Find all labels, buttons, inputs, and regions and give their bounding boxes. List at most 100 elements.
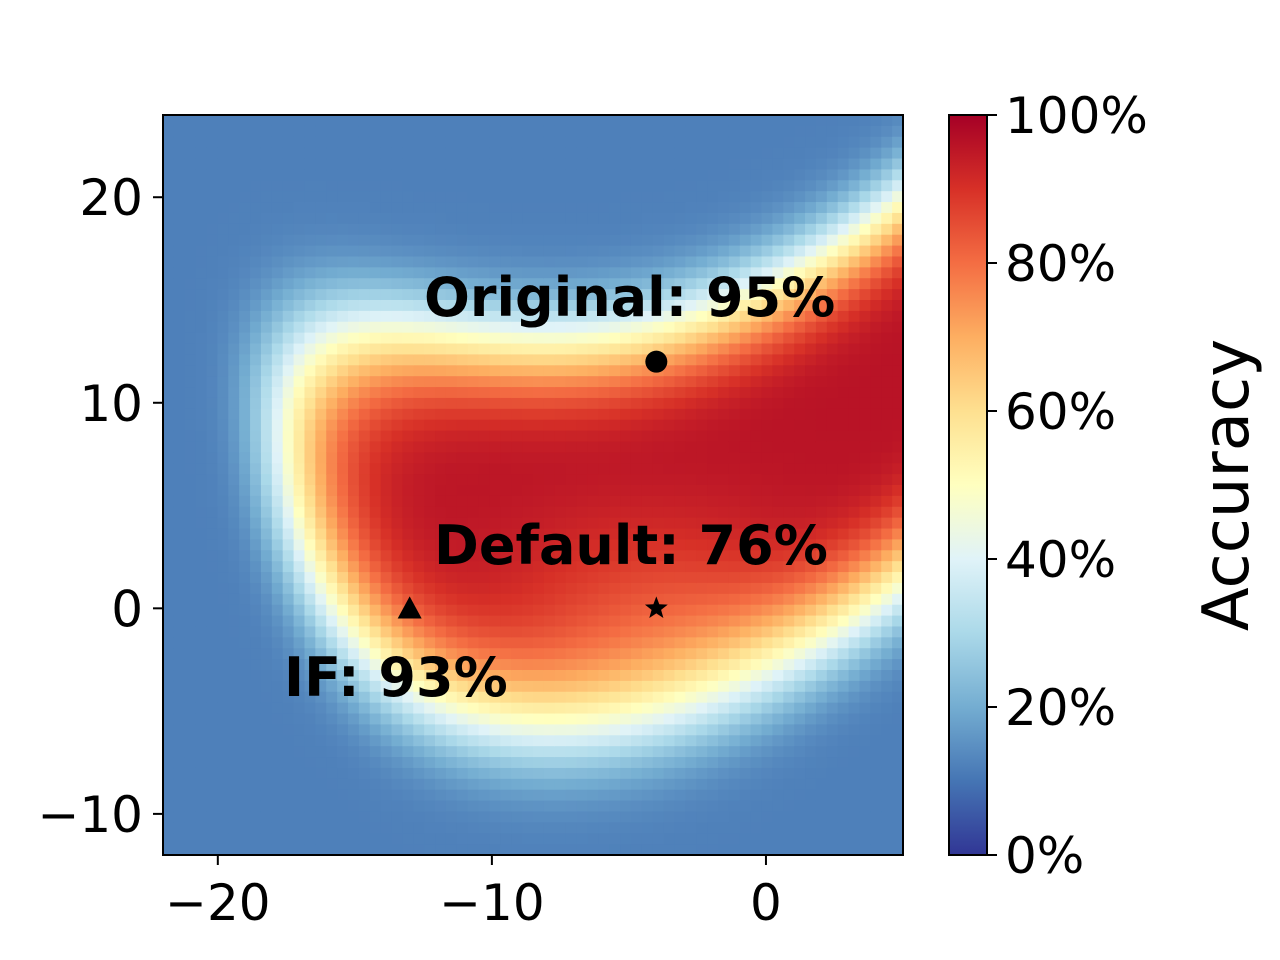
heatmap-cell bbox=[750, 593, 763, 606]
heatmap-cell bbox=[565, 212, 578, 225]
heatmap-cell bbox=[456, 430, 469, 443]
heatmap-cell bbox=[620, 735, 632, 747]
heatmap-cell bbox=[543, 321, 556, 334]
heatmap-cell bbox=[587, 115, 599, 127]
heatmap-cell bbox=[348, 822, 360, 834]
heatmap-cell bbox=[859, 767, 871, 780]
heatmap-cell bbox=[402, 811, 414, 823]
heatmap-cell bbox=[380, 800, 393, 813]
heatmap-cell bbox=[609, 169, 621, 181]
heatmap-cell bbox=[413, 376, 425, 388]
heatmap-cell bbox=[413, 321, 425, 334]
heatmap-cell bbox=[206, 833, 219, 845]
heatmap-cell bbox=[685, 691, 697, 704]
heatmap-cell bbox=[772, 680, 784, 693]
heatmap-cell bbox=[837, 822, 850, 834]
heatmap-cell bbox=[511, 223, 523, 236]
heatmap-cell bbox=[620, 485, 632, 497]
heatmap-cell bbox=[794, 593, 806, 606]
heatmap-cell bbox=[358, 713, 371, 726]
heatmap-cell bbox=[772, 245, 784, 258]
heatmap-cell bbox=[870, 582, 882, 595]
heatmap-cell bbox=[293, 670, 306, 682]
heatmap-cell bbox=[609, 245, 621, 258]
marker-default bbox=[644, 596, 668, 619]
heatmap-cell bbox=[576, 136, 589, 149]
heatmap-cell bbox=[337, 289, 349, 301]
heatmap-cell bbox=[315, 212, 327, 225]
heatmap-cell bbox=[369, 463, 382, 475]
heatmap-cell bbox=[500, 604, 512, 617]
heatmap-cell bbox=[195, 757, 208, 769]
heatmap-cell bbox=[576, 169, 589, 181]
heatmap-cell bbox=[696, 147, 708, 160]
heatmap-cell bbox=[326, 517, 338, 530]
heatmap-cell bbox=[184, 757, 197, 769]
heatmap-cell bbox=[271, 680, 284, 693]
heatmap-cell bbox=[369, 289, 382, 301]
heatmap-cell bbox=[293, 354, 306, 366]
heatmap-cell bbox=[630, 245, 643, 258]
heatmap-cell bbox=[576, 223, 589, 236]
heatmap-cell bbox=[609, 680, 621, 693]
heatmap-cell bbox=[576, 147, 589, 160]
heatmap-cell bbox=[402, 387, 414, 399]
heatmap-cell bbox=[445, 169, 458, 181]
heatmap-cell bbox=[761, 778, 774, 791]
heatmap-cell bbox=[609, 778, 621, 791]
heatmap-cell bbox=[380, 234, 393, 247]
heatmap-cell bbox=[271, 354, 284, 366]
heatmap-cell bbox=[435, 376, 447, 388]
heatmap-cell bbox=[413, 125, 425, 138]
heatmap-cell bbox=[848, 615, 861, 628]
heatmap-cell bbox=[848, 637, 861, 649]
heatmap-cell bbox=[848, 670, 861, 682]
heatmap-cell bbox=[772, 582, 784, 595]
heatmap-cell bbox=[685, 376, 697, 388]
heatmap-cell bbox=[641, 180, 654, 192]
heatmap-cell bbox=[522, 572, 534, 584]
heatmap-cell bbox=[783, 724, 795, 736]
heatmap-cell bbox=[837, 746, 850, 758]
heatmap-cell bbox=[511, 430, 523, 443]
heatmap-cell bbox=[837, 659, 850, 671]
heatmap-cell bbox=[326, 702, 338, 715]
heatmap-cell bbox=[304, 321, 316, 334]
heatmap-cell bbox=[478, 713, 491, 726]
heatmap-cell bbox=[184, 245, 197, 258]
heatmap-cell bbox=[718, 485, 730, 497]
heatmap-cell bbox=[217, 800, 229, 813]
heatmap-cell bbox=[652, 833, 665, 845]
heatmap-cell bbox=[565, 833, 578, 845]
heatmap-cell bbox=[369, 767, 382, 780]
heatmap-cell bbox=[369, 474, 382, 486]
heatmap-cell bbox=[163, 125, 175, 138]
heatmap-cell bbox=[805, 397, 817, 410]
heatmap-cell bbox=[478, 615, 491, 628]
heatmap-cell bbox=[533, 321, 545, 334]
heatmap-cell bbox=[620, 539, 632, 551]
heatmap-cell bbox=[445, 419, 458, 432]
heatmap-cell bbox=[489, 310, 501, 323]
heatmap-cell bbox=[815, 223, 828, 236]
heatmap-cell bbox=[783, 278, 795, 290]
heatmap-cell bbox=[435, 789, 447, 802]
heatmap-cell bbox=[794, 180, 806, 192]
heatmap-cell bbox=[489, 800, 501, 813]
heatmap-cell bbox=[260, 463, 273, 475]
heatmap-cell bbox=[609, 648, 621, 660]
heatmap-cell bbox=[794, 735, 806, 747]
heatmap-cell bbox=[815, 539, 828, 551]
heatmap-cell bbox=[239, 354, 251, 366]
heatmap-cell bbox=[217, 582, 229, 595]
heatmap-cell bbox=[826, 452, 839, 464]
heatmap-cell bbox=[500, 397, 512, 410]
heatmap-cell bbox=[511, 115, 523, 127]
heatmap-cell bbox=[772, 365, 784, 377]
heatmap-cell bbox=[609, 561, 621, 573]
heatmap-cell bbox=[467, 474, 480, 486]
heatmap-cell bbox=[815, 463, 828, 475]
heatmap-cell bbox=[881, 256, 893, 268]
heatmap-cell bbox=[500, 713, 512, 726]
heatmap-cell bbox=[718, 517, 730, 530]
